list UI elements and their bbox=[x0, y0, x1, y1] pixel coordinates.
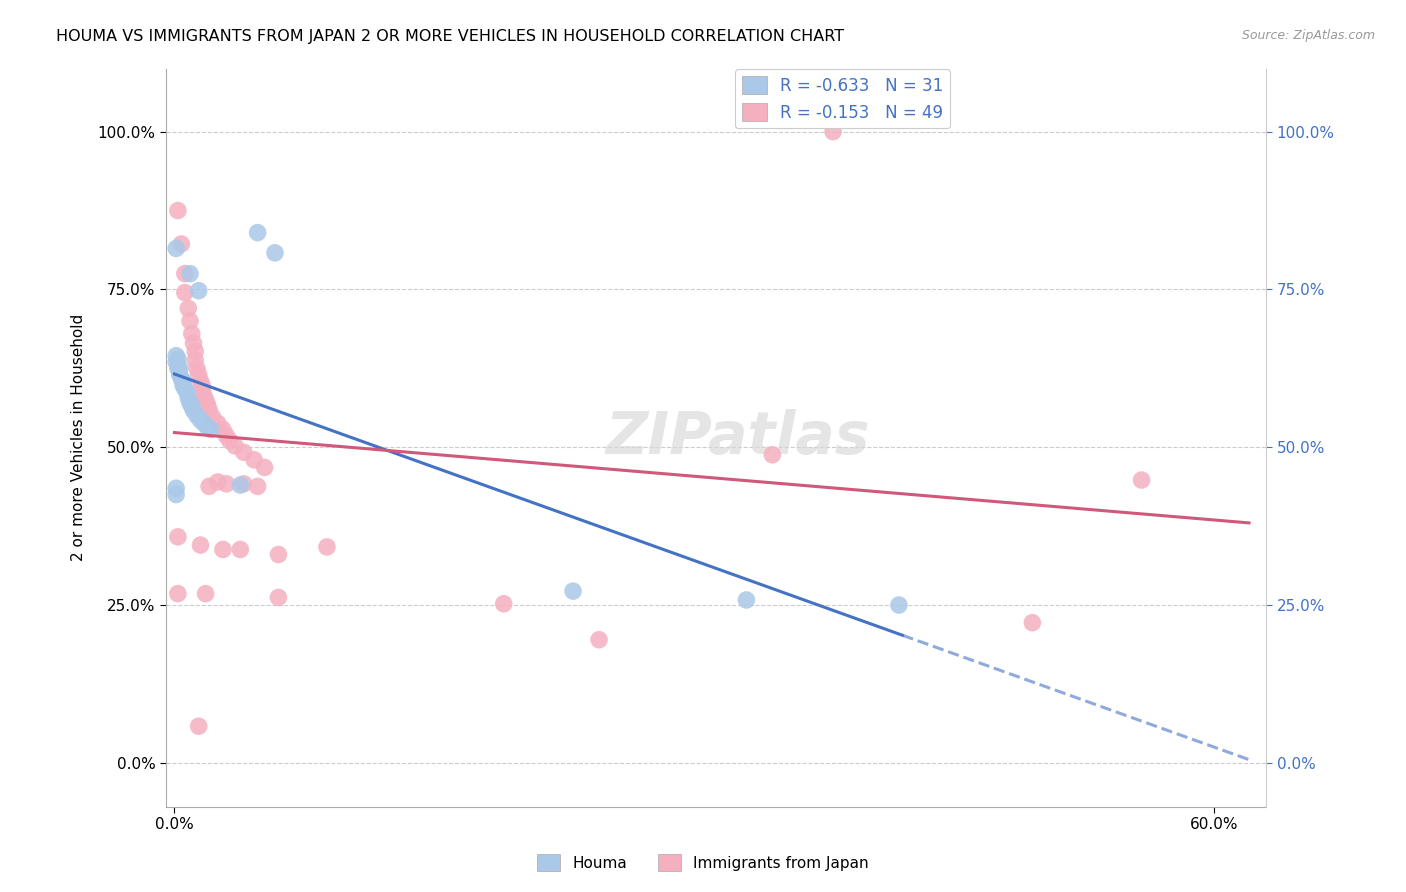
Point bbox=[165, 481, 187, 495]
Point bbox=[562, 584, 585, 599]
Point bbox=[186, 409, 208, 423]
Point bbox=[173, 382, 195, 396]
Point bbox=[253, 460, 276, 475]
Point bbox=[167, 587, 190, 601]
Point bbox=[887, 598, 910, 612]
Text: HOUMA VS IMMIGRANTS FROM JAPAN 2 OR MORE VEHICLES IN HOUSEHOLD CORRELATION CHART: HOUMA VS IMMIGRANTS FROM JAPAN 2 OR MORE… bbox=[56, 29, 845, 44]
Point bbox=[198, 479, 221, 493]
Point bbox=[169, 368, 191, 382]
Point bbox=[172, 374, 194, 388]
Point bbox=[187, 368, 209, 382]
Point bbox=[735, 593, 758, 607]
Point bbox=[229, 478, 252, 492]
Point bbox=[173, 267, 195, 281]
Y-axis label: 2 or more Vehicles in Household: 2 or more Vehicles in Household bbox=[72, 314, 86, 561]
Point bbox=[186, 361, 208, 376]
Point bbox=[173, 285, 195, 300]
Point bbox=[179, 396, 201, 410]
Point bbox=[232, 476, 254, 491]
Point bbox=[229, 542, 252, 557]
Point bbox=[194, 392, 217, 407]
Point bbox=[194, 587, 217, 601]
Point bbox=[200, 423, 222, 437]
Text: Source: ZipAtlas.com: Source: ZipAtlas.com bbox=[1241, 29, 1375, 42]
Point bbox=[821, 125, 844, 139]
Point bbox=[316, 540, 339, 554]
Point bbox=[165, 355, 187, 369]
Point bbox=[246, 479, 269, 493]
Point bbox=[198, 402, 221, 417]
Point bbox=[267, 548, 290, 562]
Point bbox=[177, 301, 200, 316]
Point bbox=[180, 326, 202, 341]
Point bbox=[1021, 615, 1043, 630]
Point bbox=[179, 267, 201, 281]
Point bbox=[190, 538, 212, 552]
Point bbox=[224, 439, 246, 453]
Point bbox=[219, 434, 242, 448]
Point bbox=[172, 378, 194, 392]
Legend: R = -0.633   N = 31, R = -0.153   N = 49: R = -0.633 N = 31, R = -0.153 N = 49 bbox=[735, 70, 950, 128]
Point bbox=[195, 397, 218, 411]
Point bbox=[215, 429, 238, 443]
Point bbox=[165, 241, 187, 255]
Point bbox=[183, 403, 205, 417]
Point bbox=[215, 476, 238, 491]
Point bbox=[165, 487, 187, 501]
Point bbox=[1130, 473, 1153, 487]
Point bbox=[264, 245, 287, 260]
Point bbox=[191, 384, 214, 398]
Point bbox=[184, 344, 207, 359]
Point bbox=[187, 719, 209, 733]
Point bbox=[193, 416, 215, 430]
Point bbox=[187, 284, 209, 298]
Point bbox=[167, 351, 190, 366]
Point bbox=[191, 378, 214, 392]
Point bbox=[176, 384, 198, 399]
Point bbox=[169, 361, 191, 376]
Point bbox=[232, 445, 254, 459]
Point bbox=[195, 420, 218, 434]
Text: ZIPatlas: ZIPatlas bbox=[606, 409, 870, 467]
Point bbox=[179, 314, 201, 328]
Point bbox=[207, 416, 229, 430]
Point bbox=[201, 409, 224, 424]
Point bbox=[190, 413, 212, 427]
Point bbox=[267, 591, 290, 605]
Point bbox=[212, 423, 235, 437]
Point bbox=[193, 388, 215, 402]
Point bbox=[167, 361, 190, 376]
Point bbox=[190, 374, 212, 388]
Point bbox=[183, 336, 205, 351]
Point bbox=[761, 448, 783, 462]
Point bbox=[246, 226, 269, 240]
Point bbox=[184, 353, 207, 368]
Point bbox=[170, 372, 193, 386]
Point bbox=[167, 203, 190, 218]
Point bbox=[492, 597, 515, 611]
Point bbox=[177, 391, 200, 405]
Point bbox=[243, 453, 266, 467]
Legend: Houma, Immigrants from Japan: Houma, Immigrants from Japan bbox=[531, 848, 875, 877]
Point bbox=[180, 399, 202, 413]
Point bbox=[167, 530, 190, 544]
Point bbox=[212, 542, 235, 557]
Point bbox=[588, 632, 610, 647]
Point bbox=[170, 237, 193, 252]
Point bbox=[165, 349, 187, 363]
Point bbox=[207, 475, 229, 489]
